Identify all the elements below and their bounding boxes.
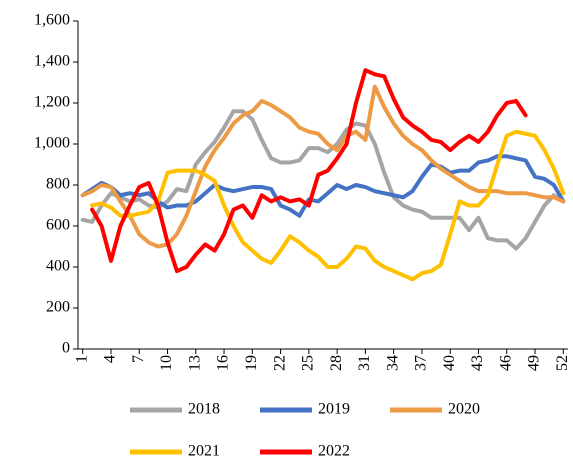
y-tick-label: 1,400	[34, 53, 70, 70]
x-tick-label: 49	[526, 355, 543, 371]
x-tick-label: 37	[413, 355, 430, 371]
y-tick-label: 800	[46, 176, 70, 193]
legend-label: 2018	[188, 401, 220, 418]
y-tick-label: 1,600	[34, 12, 70, 29]
x-tick-label: 43	[469, 355, 486, 371]
series-line	[90, 68, 528, 274]
y-tick-label: 400	[46, 258, 70, 275]
x-tick-label: 52	[554, 355, 571, 371]
x-tick-label: 13	[186, 355, 203, 371]
y-tick-label: 600	[46, 217, 70, 234]
x-tick-label: 46	[497, 355, 514, 371]
y-tick-label: 0	[62, 340, 70, 357]
y-tick-label: 1,200	[34, 94, 70, 111]
x-tick-label: 1	[73, 355, 90, 363]
x-tick-label: 16	[215, 355, 232, 371]
x-tick-label: 34	[384, 355, 401, 371]
x-tick-label: 4	[102, 355, 119, 363]
x-tick-label: 31	[356, 355, 373, 371]
legend-label: 2020	[448, 401, 480, 418]
series-line	[80, 154, 566, 218]
legend-label: 2021	[188, 443, 220, 459]
x-tick-label: 7	[130, 355, 147, 363]
series-line	[80, 84, 566, 249]
x-tick-label: 10	[158, 355, 175, 371]
x-tick-label: 19	[243, 355, 260, 371]
legend-label: 2019	[318, 401, 350, 418]
x-tick-label: 40	[441, 355, 458, 371]
x-tick-label: 28	[328, 355, 345, 371]
x-tick-label: 25	[300, 355, 317, 371]
legend-label: 2022	[318, 443, 350, 459]
y-tick-label: 200	[46, 299, 70, 316]
x-tick-label: 22	[271, 355, 288, 371]
y-tick-label: 1,000	[34, 135, 70, 152]
series-line	[90, 129, 566, 282]
